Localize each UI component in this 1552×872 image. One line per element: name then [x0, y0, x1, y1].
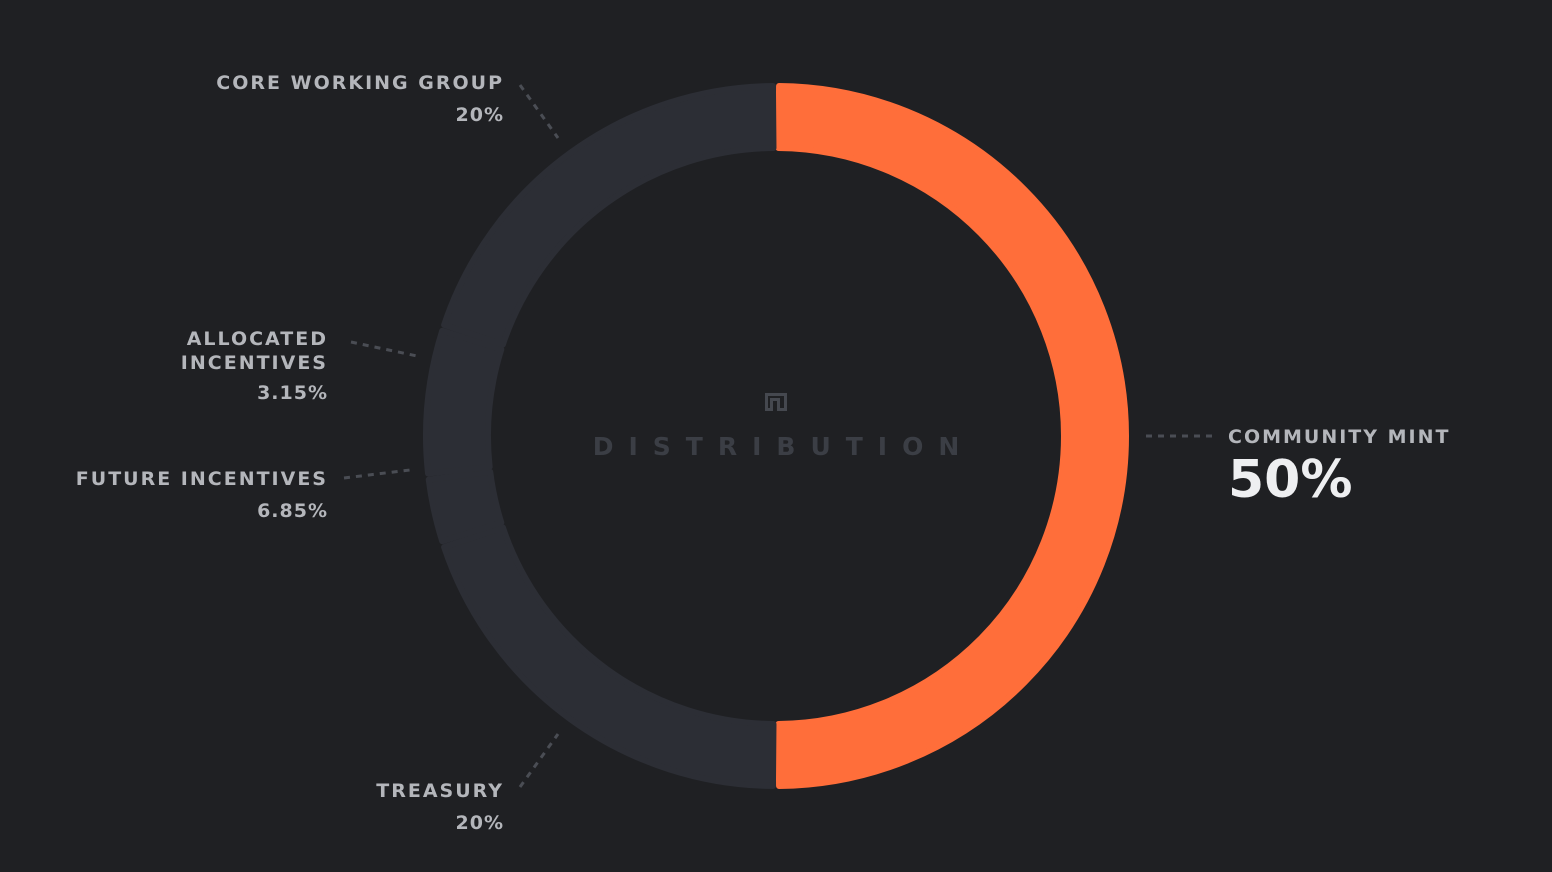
label-allocated-incentives: ALLOCATED INCENTIVES 3.15% — [181, 327, 328, 405]
label-value: 20% — [376, 811, 504, 835]
label-value: 6.85% — [76, 499, 328, 523]
label-future-incentives: FUTURE INCENTIVES 6.85% — [76, 467, 328, 523]
donut-segment-core-working-group — [444, 527, 773, 786]
label-name-line1: ALLOCATED — [181, 327, 328, 351]
label-name: TREASURY — [376, 779, 504, 803]
label-value: 50% — [1228, 451, 1450, 509]
leader-line-future — [344, 470, 410, 478]
label-community-mint: COMMUNITY MINT 50% — [1228, 425, 1450, 509]
donut-segment-future-incentives — [426, 331, 501, 474]
leader-line-core — [520, 85, 558, 138]
label-name-line2: INCENTIVES — [181, 351, 328, 375]
label-name: CORE WORKING GROUP — [216, 71, 504, 95]
label-value: 20% — [216, 103, 504, 127]
leader-line-treasury — [520, 734, 558, 787]
label-name: FUTURE INCENTIVES — [76, 467, 328, 491]
label-core-working-group: CORE WORKING GROUP 20% — [216, 71, 504, 127]
label-name: COMMUNITY MINT — [1228, 425, 1450, 449]
label-value: 3.15% — [181, 381, 328, 405]
label-treasury: TREASURY 20% — [376, 779, 504, 835]
chart-title: DISTRIBUTION — [576, 432, 976, 461]
leader-line-allocated — [351, 342, 417, 356]
logo-mark-icon — [763, 391, 789, 413]
